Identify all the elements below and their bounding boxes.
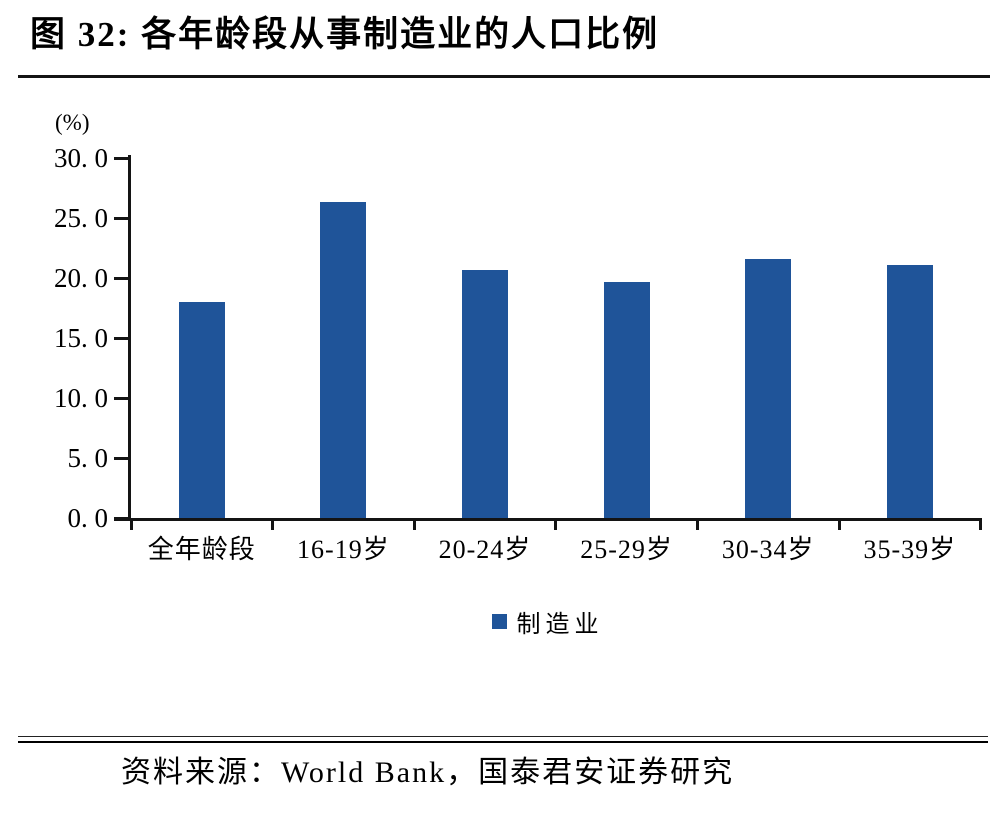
y-axis-unit-label: (%): [55, 110, 90, 135]
bar-制造业-25-29岁: [603, 281, 650, 518]
y-axis-tick-label: 10. 0: [54, 383, 108, 413]
x-axis-tick-mark: [129, 518, 133, 530]
legend-swatch-icon: [491, 614, 507, 629]
y-axis-tick-mark: [114, 516, 129, 520]
y-axis-tick-mark: [114, 156, 129, 160]
bar-制造业-全年龄段: [178, 302, 225, 518]
x-axis-category-label: 全年龄段: [147, 535, 256, 564]
x-axis-category-label: 35-39岁: [863, 535, 957, 564]
bar-制造业-30-34岁: [745, 258, 792, 518]
x-axis-tick-mark: [554, 518, 558, 530]
y-axis-tick-mark: [114, 216, 129, 220]
x-axis-tick-mark: [271, 518, 275, 530]
y-axis-tick-mark: [114, 396, 129, 400]
y-axis-tick-label: 0. 0: [67, 503, 109, 533]
x-axis-category-label: 30-34岁: [721, 535, 815, 564]
x-axis-tick-mark: [695, 518, 699, 530]
bar-制造业-16-19岁: [320, 202, 367, 518]
y-axis-tick-mark: [114, 276, 129, 280]
x-axis-category-label: 16-19岁: [297, 535, 390, 564]
x-axis-line: [114, 518, 981, 521]
y-axis-tick-label: 25. 0: [54, 203, 108, 233]
source-note: 资料来源：World Bank，国泰君安证券研究: [121, 756, 735, 789]
chart-legend: 制造业: [114, 604, 981, 639]
bar-制造业-35-39岁: [886, 264, 933, 518]
y-axis-tick-label: 20. 0: [54, 263, 108, 293]
y-axis-tick-mark: [114, 336, 129, 340]
y-axis-tick-label: 15. 0: [54, 323, 108, 353]
bar-制造业-20-24岁: [462, 269, 508, 518]
y-axis-tick-mark: [114, 456, 129, 460]
figure-title: 图 32: 各年龄段从事制造业的人口比例: [30, 15, 660, 54]
y-axis-line: [128, 155, 131, 521]
x-axis-category-label: 25-29岁: [580, 535, 673, 564]
legend-series-label: 制造业: [516, 612, 604, 638]
y-axis-tick-label: 30. 0: [54, 143, 108, 173]
footer-divider-line: [18, 736, 988, 743]
x-axis-category-label: 20-24岁: [438, 535, 532, 564]
x-axis-tick-mark: [979, 518, 983, 530]
y-axis-tick-label: 5. 0: [67, 443, 109, 473]
title-divider-line: [18, 75, 990, 78]
x-axis-tick-mark: [412, 518, 416, 530]
x-axis-tick-mark: [837, 518, 841, 530]
